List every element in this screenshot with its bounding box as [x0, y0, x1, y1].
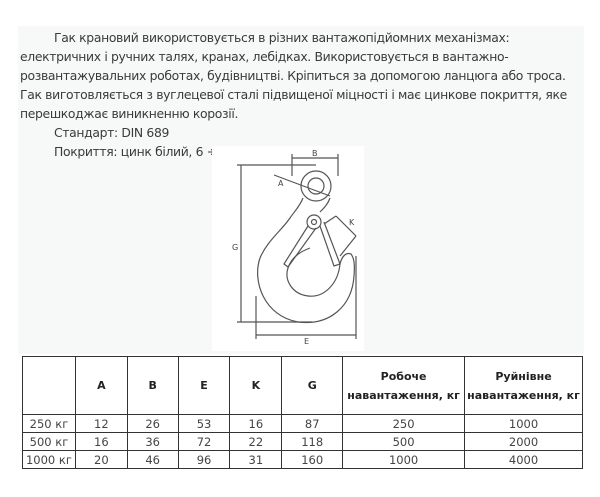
- standard-line: Стандарт: DIN 689: [54, 125, 170, 140]
- hook-eye: [300, 170, 332, 202]
- table-cell: 1000: [464, 414, 583, 433]
- header-cell: Робоче навантаження, кг: [342, 356, 466, 415]
- label-a: A: [278, 179, 284, 188]
- header-cell: B: [126, 356, 179, 415]
- table-cell: 250 кг: [22, 414, 76, 433]
- table-cell: 2000: [464, 432, 583, 451]
- header-cell: Руйнівне навантаження, кг: [464, 356, 583, 415]
- header-cell: A: [74, 356, 128, 415]
- label-e: E: [304, 337, 309, 346]
- table-cell: 500 кг: [22, 432, 76, 451]
- table-header-row: A B E K G Робоче навантаження, кг Руйнів…: [22, 356, 583, 415]
- latch: [319, 221, 341, 267]
- table-cell: 250: [342, 414, 466, 433]
- header-cell: [22, 356, 76, 415]
- table-cell: 16: [229, 414, 283, 433]
- table-cell: 118: [281, 432, 344, 451]
- table-cell: 46: [126, 450, 179, 469]
- latch-spring: [283, 225, 317, 268]
- table-cell: 53: [177, 414, 231, 433]
- table-row: 500 кг 16 36 72 22 118 500 2000: [22, 432, 583, 451]
- table-row: 250 кг 12 26 53 16 87 250 1000: [22, 414, 583, 433]
- header-cell: E: [177, 356, 231, 415]
- table-cell: 160: [281, 450, 344, 469]
- label-g: G: [232, 243, 238, 252]
- label-b: B: [312, 149, 318, 158]
- latch-pivot: [306, 214, 322, 230]
- label-k: K: [349, 218, 355, 227]
- hook-diagram: B G E A K: [212, 146, 364, 351]
- table-cell: 31: [229, 450, 283, 469]
- product-description: Гак крановий використовується в різних в…: [20, 28, 582, 161]
- specs-table: A B E K G Робоче навантаження, кг Руйнів…: [22, 356, 583, 469]
- table-cell: 96: [177, 450, 231, 469]
- table-cell: 1000 кг: [22, 450, 76, 469]
- description-paragraph: Гак крановий використовується в різних в…: [20, 30, 567, 121]
- table-cell: 20: [74, 450, 128, 469]
- table-cell: 72: [177, 432, 231, 451]
- table-cell: 12: [74, 414, 128, 433]
- table-cell: 87: [281, 414, 344, 433]
- header-cell: K: [229, 356, 283, 415]
- table-row: 1000 кг 20 46 96 31 160 1000 4000: [22, 450, 583, 469]
- header-cell: G: [281, 356, 344, 415]
- dimension-a-line: [273, 174, 331, 197]
- table-cell: 4000: [464, 450, 583, 469]
- table-cell: 16: [74, 432, 128, 451]
- table-cell: 36: [126, 432, 179, 451]
- hook-body: [257, 197, 355, 324]
- table-cell: 22: [229, 432, 283, 451]
- dimension-k-line: [335, 215, 357, 237]
- table-cell: 26: [126, 414, 179, 433]
- coating-line: Покриття: цинк білий, 6 ÷ 8 мкм: [54, 144, 257, 159]
- table-cell: 1000: [342, 450, 466, 469]
- table-cell: 500: [342, 432, 466, 451]
